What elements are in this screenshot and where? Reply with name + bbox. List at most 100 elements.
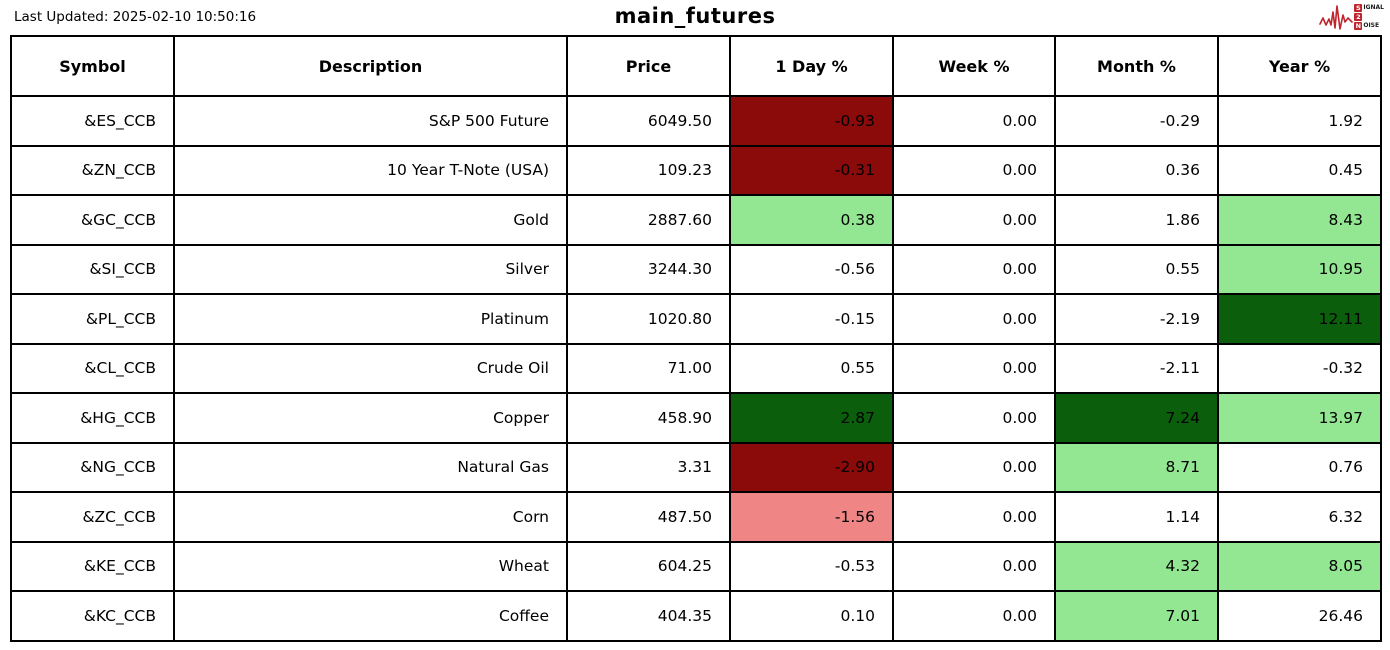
price-cell: 1020.80 — [566, 293, 731, 345]
logo-rest-noise: OISE — [1363, 22, 1380, 29]
description-cell: Gold — [173, 194, 568, 246]
description-cell: Wheat — [173, 540, 568, 592]
column-header-month: Month % — [1054, 35, 1219, 97]
logo-rest-signal: IGNAL — [1363, 4, 1384, 11]
month-change-cell: 1.86 — [1054, 194, 1219, 246]
table-row: &PL_CCB Platinum 1020.80 -0.15 0.00 -2.1… — [10, 293, 1382, 345]
year-change-cell: 6.32 — [1217, 491, 1382, 543]
column-header-price: Price — [566, 35, 731, 97]
day-change-cell: -0.53 — [729, 540, 894, 592]
day-change-cell: -1.56 — [729, 491, 894, 543]
month-change-cell: -0.29 — [1054, 95, 1219, 147]
table-row: &ZC_CCB Corn 487.50 -1.56 0.00 1.14 6.32 — [10, 491, 1382, 543]
column-header-week: Week % — [892, 35, 1056, 97]
table-row: &GC_CCB Gold 2887.60 0.38 0.00 1.86 8.43 — [10, 194, 1382, 246]
logo-row-signal: S IGNAL — [1354, 4, 1384, 12]
day-change-cell: -2.90 — [729, 441, 894, 493]
price-cell: 3.31 — [566, 441, 731, 493]
week-change-cell: 0.00 — [892, 194, 1056, 246]
day-change-cell: -0.93 — [729, 95, 894, 147]
day-change-cell: -0.15 — [729, 293, 894, 345]
month-change-cell: 0.36 — [1054, 144, 1219, 196]
logo-row-2: 2 — [1354, 13, 1384, 21]
price-cell: 3244.30 — [566, 243, 731, 295]
month-change-cell: 7.24 — [1054, 392, 1219, 444]
symbol-cell: &HG_CCB — [10, 392, 175, 444]
last-updated-timestamp: Last Updated: 2025-02-10 10:50:16 — [14, 9, 257, 25]
year-change-cell: 8.05 — [1217, 540, 1382, 592]
description-cell: S&P 500 Future — [173, 95, 568, 147]
year-change-cell: 26.46 — [1217, 590, 1382, 642]
month-change-cell: -2.19 — [1054, 293, 1219, 345]
month-change-cell: 0.55 — [1054, 243, 1219, 295]
futures-table-body: &ES_CCB S&P 500 Future 6049.50 -0.93 0.0… — [10, 95, 1382, 642]
price-cell: 6049.50 — [566, 95, 731, 147]
price-cell: 487.50 — [566, 491, 731, 543]
logo-badge-s: S — [1354, 4, 1363, 12]
table-row: &SI_CCB Silver 3244.30 -0.56 0.00 0.55 1… — [10, 243, 1382, 295]
page-title: main_futures — [614, 4, 776, 28]
table-row: &HG_CCB Copper 458.90 2.87 0.00 7.24 13.… — [10, 392, 1382, 444]
header-row: Symbol Description Price 1 Day % Week % … — [10, 35, 1382, 97]
price-cell: 2887.60 — [566, 194, 731, 246]
week-change-cell: 0.00 — [892, 540, 1056, 592]
week-change-cell: 0.00 — [892, 491, 1056, 543]
description-cell: Coffee — [173, 590, 568, 642]
year-change-cell: 8.43 — [1217, 194, 1382, 246]
table-row: &CL_CCB Crude Oil 71.00 0.55 0.00 -2.11 … — [10, 342, 1382, 394]
week-change-cell: 0.00 — [892, 293, 1056, 345]
week-change-cell: 0.00 — [892, 392, 1056, 444]
description-cell: Corn — [173, 491, 568, 543]
description-cell: Silver — [173, 243, 568, 295]
symbol-cell: &ES_CCB — [10, 95, 175, 147]
month-change-cell: 7.01 — [1054, 590, 1219, 642]
day-change-cell: 0.10 — [729, 590, 894, 642]
description-cell: Crude Oil — [173, 342, 568, 394]
table-row: &KE_CCB Wheat 604.25 -0.53 0.00 4.32 8.0… — [10, 540, 1382, 592]
year-change-cell: 1.92 — [1217, 95, 1382, 147]
column-header-1day: 1 Day % — [729, 35, 894, 97]
description-cell: Platinum — [173, 293, 568, 345]
price-cell: 604.25 — [566, 540, 731, 592]
week-change-cell: 0.00 — [892, 590, 1056, 642]
month-change-cell: 8.71 — [1054, 441, 1219, 493]
logo-text: S IGNAL 2 N OISE — [1354, 4, 1384, 30]
description-cell: 10 Year T-Note (USA) — [173, 144, 568, 196]
table-row: &ZN_CCB 10 Year T-Note (USA) 109.23 -0.3… — [10, 144, 1382, 196]
column-header-description: Description — [173, 35, 568, 97]
week-change-cell: 0.00 — [892, 95, 1056, 147]
year-change-cell: 12.11 — [1217, 293, 1382, 345]
symbol-cell: &CL_CCB — [10, 342, 175, 394]
day-change-cell: 0.55 — [729, 342, 894, 394]
month-change-cell: -2.11 — [1054, 342, 1219, 394]
symbol-cell: &GC_CCB — [10, 194, 175, 246]
symbol-cell: &KE_CCB — [10, 540, 175, 592]
year-change-cell: 0.45 — [1217, 144, 1382, 196]
price-cell: 109.23 — [566, 144, 731, 196]
week-change-cell: 0.00 — [892, 144, 1056, 196]
column-header-year: Year % — [1217, 35, 1382, 97]
year-change-cell: -0.32 — [1217, 342, 1382, 394]
day-change-cell: -0.56 — [729, 243, 894, 295]
symbol-cell: &SI_CCB — [10, 243, 175, 295]
month-change-cell: 4.32 — [1054, 540, 1219, 592]
logo-badge-n: N — [1354, 22, 1363, 30]
symbol-cell: &KC_CCB — [10, 590, 175, 642]
table-row: &ES_CCB S&P 500 Future 6049.50 -0.93 0.0… — [10, 95, 1382, 147]
price-cell: 71.00 — [566, 342, 731, 394]
futures-table: Symbol Description Price 1 Day % Week % … — [10, 35, 1382, 642]
day-change-cell: -0.31 — [729, 144, 894, 196]
table-row: &NG_CCB Natural Gas 3.31 -2.90 0.00 8.71… — [10, 441, 1382, 493]
description-cell: Copper — [173, 392, 568, 444]
week-change-cell: 0.00 — [892, 243, 1056, 295]
symbol-cell: &NG_CCB — [10, 441, 175, 493]
price-cell: 404.35 — [566, 590, 731, 642]
description-cell: Natural Gas — [173, 441, 568, 493]
logo-badge-2: 2 — [1354, 13, 1363, 21]
year-change-cell: 13.97 — [1217, 392, 1382, 444]
table-row: &KC_CCB Coffee 404.35 0.10 0.00 7.01 26.… — [10, 590, 1382, 642]
week-change-cell: 0.00 — [892, 441, 1056, 493]
heartbeat-waveform-icon — [1319, 5, 1354, 30]
day-change-cell: 2.87 — [729, 392, 894, 444]
